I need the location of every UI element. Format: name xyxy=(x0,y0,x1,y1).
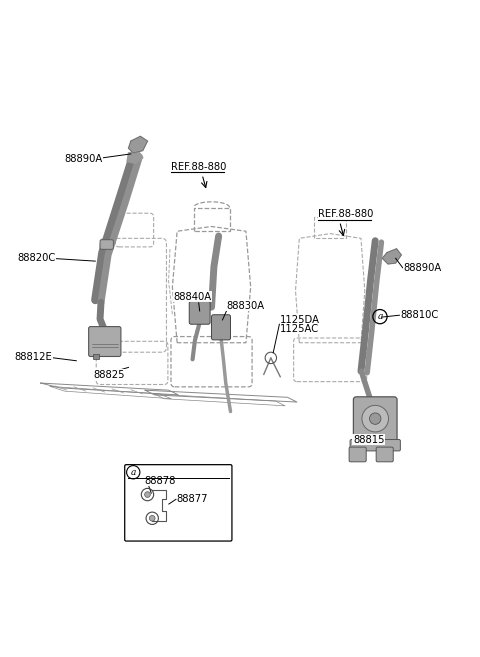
Text: 88812E: 88812E xyxy=(14,352,52,362)
Polygon shape xyxy=(41,383,179,395)
Circle shape xyxy=(362,405,388,432)
Text: REF.88-880: REF.88-880 xyxy=(318,210,373,219)
Text: 88815: 88815 xyxy=(353,435,384,445)
Text: REF.88-880: REF.88-880 xyxy=(171,162,227,172)
Text: 88877: 88877 xyxy=(176,494,207,505)
Text: 88840A: 88840A xyxy=(174,292,212,302)
FancyBboxPatch shape xyxy=(350,440,400,451)
FancyBboxPatch shape xyxy=(89,327,121,357)
Text: 88830A: 88830A xyxy=(227,301,265,311)
Text: 1125AC: 1125AC xyxy=(280,323,320,334)
Text: a: a xyxy=(131,468,136,477)
Circle shape xyxy=(149,516,155,521)
Text: 88890A: 88890A xyxy=(404,263,442,273)
FancyBboxPatch shape xyxy=(189,302,210,325)
Text: 88825: 88825 xyxy=(93,370,124,380)
Text: a: a xyxy=(377,312,383,321)
Polygon shape xyxy=(383,249,401,264)
Circle shape xyxy=(144,491,150,497)
Circle shape xyxy=(370,413,381,424)
Text: 88820C: 88820C xyxy=(17,254,55,263)
FancyBboxPatch shape xyxy=(349,447,366,462)
Text: 88878: 88878 xyxy=(144,476,176,486)
Bar xyxy=(93,353,98,359)
Text: 1125DA: 1125DA xyxy=(280,315,320,325)
Text: 88810C: 88810C xyxy=(400,310,439,320)
FancyBboxPatch shape xyxy=(212,315,230,340)
Polygon shape xyxy=(145,390,297,402)
Polygon shape xyxy=(127,150,143,164)
FancyBboxPatch shape xyxy=(353,397,397,445)
FancyBboxPatch shape xyxy=(100,240,113,249)
Text: 88890A: 88890A xyxy=(64,154,103,164)
Polygon shape xyxy=(129,137,147,153)
FancyBboxPatch shape xyxy=(125,464,232,541)
FancyBboxPatch shape xyxy=(376,447,393,462)
